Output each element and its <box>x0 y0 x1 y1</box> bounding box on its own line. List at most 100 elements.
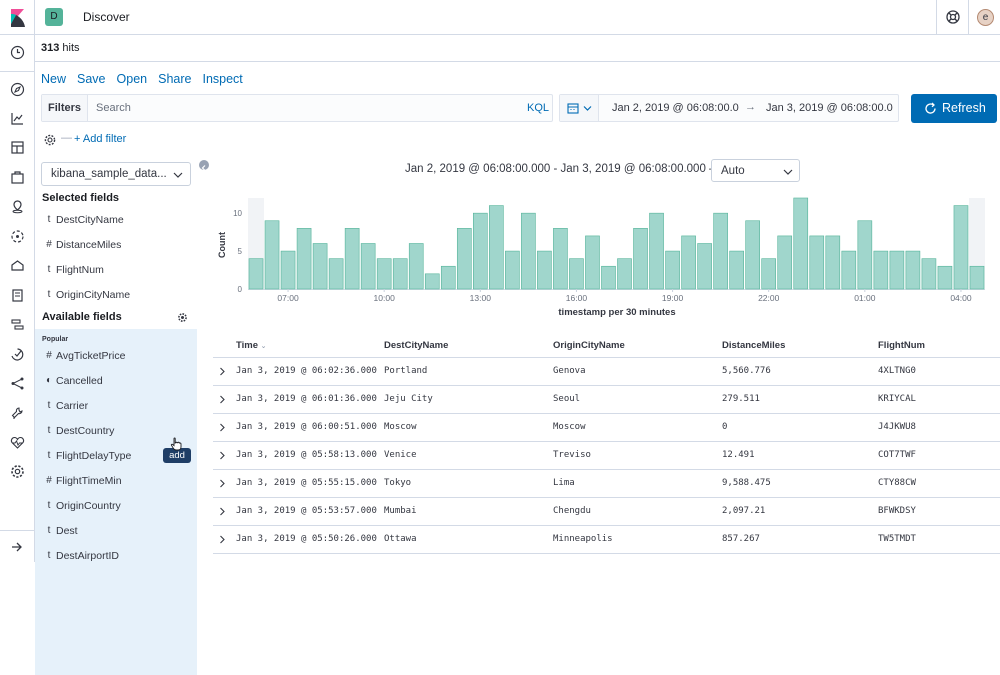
histogram-bar[interactable] <box>585 235 600 290</box>
monitoring-heartbeat-icon[interactable] <box>9 434 26 451</box>
dev-tools-wrench-icon[interactable] <box>9 405 26 422</box>
histogram-bar[interactable] <box>537 250 552 290</box>
histogram-bar[interactable] <box>729 250 744 290</box>
table-row[interactable]: Jan 3, 2019 @ 06:02:36.000 Portland Genova… <box>213 358 1000 386</box>
histogram-bar[interactable] <box>408 243 424 290</box>
add-field-button[interactable]: add <box>163 448 191 463</box>
visualize-chart-icon[interactable] <box>9 110 26 127</box>
maps-pin-icon[interactable] <box>9 198 26 215</box>
field-item-cancelled[interactable]: ◐ Cancelled <box>35 369 197 394</box>
histogram-bar[interactable] <box>777 235 793 290</box>
app-badge[interactable]: D <box>45 8 63 26</box>
column-header-destcityname[interactable]: DestCityName <box>384 340 449 351</box>
graph-icon[interactable] <box>9 375 26 392</box>
field-item-flightnum[interactable]: t FlightNum <box>35 258 197 283</box>
histogram-bar[interactable] <box>809 235 825 290</box>
column-header-origincityname[interactable]: OriginCityName <box>553 340 625 351</box>
histogram-bar[interactable] <box>392 258 408 290</box>
histogram-bar[interactable] <box>665 250 680 290</box>
histogram-bar[interactable] <box>921 258 937 290</box>
histogram-bar[interactable] <box>296 228 312 290</box>
histogram-bar[interactable] <box>328 258 344 290</box>
histogram-bar[interactable] <box>456 228 472 290</box>
field-item-distancemiles[interactable]: # DistanceMiles <box>35 233 197 258</box>
refresh-button[interactable]: Refresh <box>911 94 997 123</box>
histogram-bar[interactable] <box>553 228 568 290</box>
search-input[interactable] <box>89 95 509 121</box>
start-date[interactable]: Jan 2, 2019 @ 06:08:00.0 <box>612 102 739 114</box>
kibana-logo-icon[interactable] <box>0 0 35 35</box>
interval-select[interactable]: Auto <box>711 159 800 182</box>
field-item-origincityname[interactable]: t OriginCityName <box>35 283 197 308</box>
column-header-time[interactable]: Time ⌄ <box>236 340 267 351</box>
histogram-bar[interactable] <box>969 265 985 290</box>
histogram-bar[interactable] <box>713 212 728 290</box>
table-row[interactable]: Jan 3, 2019 @ 05:53:57.000 Mumbai Chengdu 2… <box>213 498 1000 526</box>
help-button[interactable] <box>936 0 968 35</box>
column-header-distancemiles[interactable]: DistanceMiles <box>722 340 786 351</box>
table-row[interactable]: Jan 3, 2019 @ 06:01:36.000 Jeju City Seoul… <box>213 386 1000 414</box>
expand-row-chevron-icon[interactable] <box>218 395 226 404</box>
column-header-flightnum[interactable]: FlightNum <box>878 340 925 351</box>
canvas-icon[interactable] <box>9 169 26 186</box>
field-item-flighttimemin[interactable]: # FlightTimeMin <box>35 469 197 494</box>
end-date[interactable]: Jan 3, 2019 @ 06:08:00.0 <box>766 102 893 114</box>
user-menu-button[interactable]: e <box>968 0 1000 35</box>
logs-icon[interactable] <box>9 287 26 304</box>
quick-menu-button[interactable] <box>560 95 599 121</box>
field-settings-gear-icon[interactable] <box>177 312 188 323</box>
collapse-sidebar-button[interactable] <box>199 160 209 171</box>
histogram-bar[interactable] <box>312 243 328 290</box>
histogram-bar[interactable] <box>360 243 376 290</box>
field-item-destcityname[interactable]: t DestCityName <box>35 208 197 233</box>
machine-learning-icon[interactable] <box>9 228 26 245</box>
add-filter-button[interactable]: + Add filter <box>74 133 127 145</box>
expand-row-chevron-icon[interactable] <box>218 535 226 544</box>
expand-row-chevron-icon[interactable] <box>218 423 226 432</box>
histogram-bar[interactable] <box>873 250 889 290</box>
histogram-bar[interactable] <box>440 265 456 290</box>
filters-label[interactable]: Filters <box>42 95 88 121</box>
histogram-bar[interactable] <box>505 250 520 290</box>
table-row[interactable]: Jan 3, 2019 @ 05:55:15.000 Tokyo Lima 9,588… <box>213 470 1000 498</box>
index-pattern-select[interactable]: kibana_sample_data... <box>41 162 191 186</box>
histogram-bar[interactable] <box>953 205 969 290</box>
expand-row-chevron-icon[interactable] <box>218 451 226 460</box>
field-item-destcountry[interactable]: t DestCountry <box>35 419 197 444</box>
histogram-bar[interactable] <box>280 250 296 290</box>
histogram-bar[interactable] <box>681 235 696 290</box>
histogram-bar[interactable] <box>472 212 488 290</box>
field-item-carrier[interactable]: t Carrier <box>35 394 197 419</box>
expand-row-chevron-icon[interactable] <box>218 479 226 488</box>
menu-inspect[interactable]: Inspect <box>202 72 243 86</box>
discover-compass-icon[interactable] <box>9 81 26 98</box>
histogram-bar[interactable] <box>521 212 536 290</box>
nav-expand-button[interactable] <box>0 530 35 562</box>
histogram-bar[interactable] <box>793 197 809 290</box>
histogram-bar[interactable] <box>569 258 584 290</box>
histogram-bar[interactable] <box>424 273 440 290</box>
histogram-bar[interactable] <box>825 235 841 290</box>
infrastructure-icon[interactable] <box>9 257 26 274</box>
histogram-bar[interactable] <box>649 212 664 290</box>
menu-save[interactable]: Save <box>77 72 106 86</box>
histogram-bar[interactable] <box>617 258 632 290</box>
histogram-bar[interactable] <box>905 250 921 290</box>
menu-share[interactable]: Share <box>158 72 192 86</box>
histogram-bar[interactable] <box>601 265 616 290</box>
filter-settings-gear-icon[interactable] <box>43 133 57 147</box>
histogram-bar[interactable] <box>489 205 504 290</box>
field-item-destairportid[interactable]: t DestAirportID <box>35 544 197 569</box>
histogram-bar[interactable] <box>889 250 905 290</box>
histogram-bar[interactable] <box>376 258 392 290</box>
menu-open[interactable]: Open <box>116 72 148 86</box>
menu-new[interactable]: New <box>41 72 67 86</box>
dashboard-icon[interactable] <box>9 139 26 156</box>
field-item-avgticketprice[interactable]: # AvgTicketPrice <box>35 344 197 369</box>
sort-icon[interactable]: ⌄ <box>260 343 267 350</box>
field-item-dest[interactable]: t Dest <box>35 519 197 544</box>
field-item-flightdelaytype[interactable]: t FlightDelayType <box>35 444 197 469</box>
expand-row-chevron-icon[interactable] <box>218 507 226 516</box>
histogram-bar[interactable] <box>745 220 760 290</box>
histogram-bar[interactable] <box>937 265 953 290</box>
